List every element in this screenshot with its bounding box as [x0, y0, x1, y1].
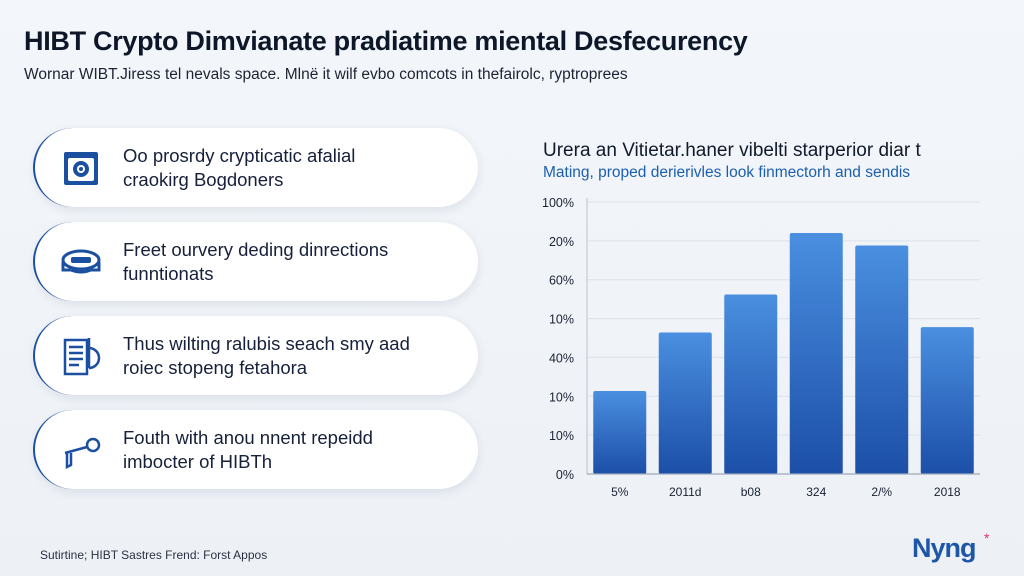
- feature-card: Thus wilting ralubis seach smy aad roiec …: [33, 316, 478, 395]
- bar: [593, 391, 647, 474]
- document-icon: [63, 338, 101, 376]
- y-tick-label: 40%: [549, 351, 574, 365]
- logo-star-icon: *: [984, 530, 990, 546]
- x-tick-label: 324: [806, 485, 826, 499]
- key-icon: [64, 437, 101, 470]
- page-title: HIBT Crypto Dimvianate pradiatime mienta…: [24, 26, 748, 56]
- y-tick-label: 20%: [549, 235, 574, 249]
- source-footer: Sutirtine; HIBT Sastres Frend: Forst App…: [40, 548, 268, 562]
- y-tick-label: 0%: [556, 468, 574, 482]
- card-line2: funntionats: [123, 262, 214, 284]
- bar-chart: 100% 20% 60% 10% 40% 10% 10% 0% 5% 2011d b08 324 2/%…: [542, 196, 980, 499]
- x-tick-label: 2/%: [871, 485, 892, 499]
- chart-title: Urera an Vitietar.haner vibelti starperi…: [543, 140, 921, 161]
- card-line2: imbocter of HIBTh: [123, 450, 273, 472]
- x-tick-label: b08: [741, 485, 761, 499]
- page-subtitle: Wornar WIBT.Jiress tel nevals space. Mln…: [24, 66, 628, 83]
- y-tick-label: 10%: [549, 313, 574, 327]
- bar: [658, 332, 712, 474]
- device-icon: [61, 249, 101, 274]
- x-tick-label: 5%: [611, 485, 629, 499]
- y-tick-label: 10%: [549, 429, 574, 443]
- chart-subtitle: Mating, proped derierivles look finmecto…: [543, 164, 911, 181]
- x-tick-label: 2018: [934, 485, 961, 499]
- brand-logo: Nyng: [912, 533, 976, 563]
- card-line1: Oo prosrdy crypticatic afalial: [123, 144, 356, 166]
- card-line2: craokirg Bogdoners: [123, 168, 284, 190]
- card-line1: Freet ourvery deding dinrections: [123, 238, 389, 260]
- card-line1: Fouth with anou nnent repeidd: [123, 426, 373, 448]
- y-tick-label: 10%: [549, 390, 574, 404]
- x-tick-label: 2011d: [669, 485, 701, 499]
- bar: [789, 233, 843, 474]
- feature-card: Freet ourvery deding dinrections funntion…: [33, 222, 478, 301]
- bar: [855, 245, 909, 474]
- y-tick-label: 60%: [549, 274, 574, 288]
- feature-card: Oo prosrdy crypticatic afalial craokirg B…: [33, 128, 478, 207]
- feature-card: Fouth with anou nnent repeidd imbocter of…: [33, 410, 478, 489]
- card-line1: Thus wilting ralubis seach smy aad: [123, 332, 410, 354]
- bar: [724, 294, 778, 474]
- bar: [920, 327, 974, 474]
- y-tick-label: 100%: [542, 196, 574, 210]
- card-line2: roiec stopeng fetahora: [123, 356, 308, 378]
- safe-icon: [64, 152, 98, 185]
